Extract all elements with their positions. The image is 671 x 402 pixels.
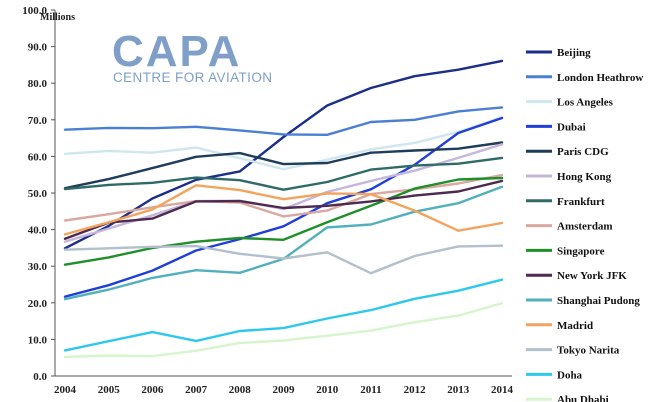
unit-label: Millions xyxy=(40,12,75,23)
capa-logo: CAPA CENTRE FOR AVIATION xyxy=(112,27,272,85)
legend-label-london-heathrow: London Heathrow xyxy=(557,72,643,84)
series-line-doha xyxy=(63,278,504,352)
series-line-london-heathrow xyxy=(63,106,504,137)
series-line-beijing xyxy=(63,59,504,250)
y-tick-label: 30.0 xyxy=(28,261,48,273)
x-tick-label: 2010 xyxy=(316,384,339,396)
y-tick-label: 90.0 xyxy=(28,42,48,54)
legend-label-dubai: Dubai xyxy=(557,121,586,133)
y-tick-label: 10.0 xyxy=(28,334,48,346)
legend-label-amsterdam: Amsterdam xyxy=(557,221,613,233)
series-line-new-york-jfk xyxy=(63,179,504,241)
y-axis-ticks: 0.0 10.0 20.0 30.0 40.0 50.0 60.0 70.0 80.0 90.0 1… xyxy=(22,5,55,383)
legend-label-beijing: Beijing xyxy=(557,47,591,59)
legend-label-paris-cdg: Paris CDG xyxy=(557,146,609,158)
series-line-dubai xyxy=(63,116,504,298)
y-tick-label: 60.0 xyxy=(28,151,48,163)
x-tick-label: 2011 xyxy=(360,384,381,396)
x-tick-label: 2007 xyxy=(185,384,208,396)
series-line-tokyo-narita xyxy=(63,244,504,275)
series-line-amsterdam xyxy=(63,173,504,222)
legend-label-singapore: Singapore xyxy=(557,245,605,257)
legend-label-doha: Doha xyxy=(557,369,583,381)
series-line-singapore xyxy=(63,176,504,266)
x-tick-label: 2008 xyxy=(229,384,252,396)
y-tick-label: 20.0 xyxy=(28,298,48,310)
x-tick-label: 2009 xyxy=(273,384,296,396)
y-tick-label: 50.0 xyxy=(28,188,48,200)
x-tick-label: 2005 xyxy=(98,384,121,396)
legend: Beijing London Heathrow Los Angeles Dubai Pa… xyxy=(526,47,643,402)
legend-label-los-angeles: Los Angeles xyxy=(557,97,614,109)
logo-main-text: CAPA xyxy=(112,27,241,76)
legend-label-new-york-jfk: New York JFK xyxy=(557,270,627,282)
legend-label-hong-kong: Hong Kong xyxy=(557,171,612,183)
x-tick-label: 2013 xyxy=(447,384,470,396)
series-line-los-angeles xyxy=(63,115,504,171)
x-tick-label: 2004 xyxy=(54,384,77,396)
legend-label-shanghai-pudong: Shanghai Pudong xyxy=(557,295,640,307)
series-lines xyxy=(63,59,504,359)
y-tick-label: 0.0 xyxy=(33,371,47,383)
series-line-abu-dhabi xyxy=(63,302,504,359)
x-axis-ticks: 2004 2005 2006 2007 2008 2009 2010 2011 2012 2013… xyxy=(54,384,514,396)
y-tick-label: 80.0 xyxy=(28,78,48,90)
series-line-paris-cdg xyxy=(63,141,504,190)
legend-label-abu-dhabi: Abu Dhabi xyxy=(557,394,609,402)
legend-label-tokyo-narita: Tokyo Narita xyxy=(557,345,620,357)
x-tick-label: 2006 xyxy=(141,384,164,396)
logo-sub-text: CENTRE FOR AVIATION xyxy=(113,70,272,85)
legend-label-frankfurt: Frankfurt xyxy=(557,196,605,208)
series-line-madrid xyxy=(63,184,504,236)
y-tick-label: 70.0 xyxy=(28,115,48,127)
legend-label-madrid: Madrid xyxy=(557,320,593,332)
y-tick-label: 100.0 xyxy=(22,5,47,17)
x-tick-label: 2014 xyxy=(491,384,514,396)
y-tick-label: 40.0 xyxy=(28,225,48,237)
series-line-shanghai-pudong xyxy=(63,185,504,301)
series-line-frankfurt xyxy=(63,156,504,191)
x-tick-label: 2012 xyxy=(404,384,427,396)
